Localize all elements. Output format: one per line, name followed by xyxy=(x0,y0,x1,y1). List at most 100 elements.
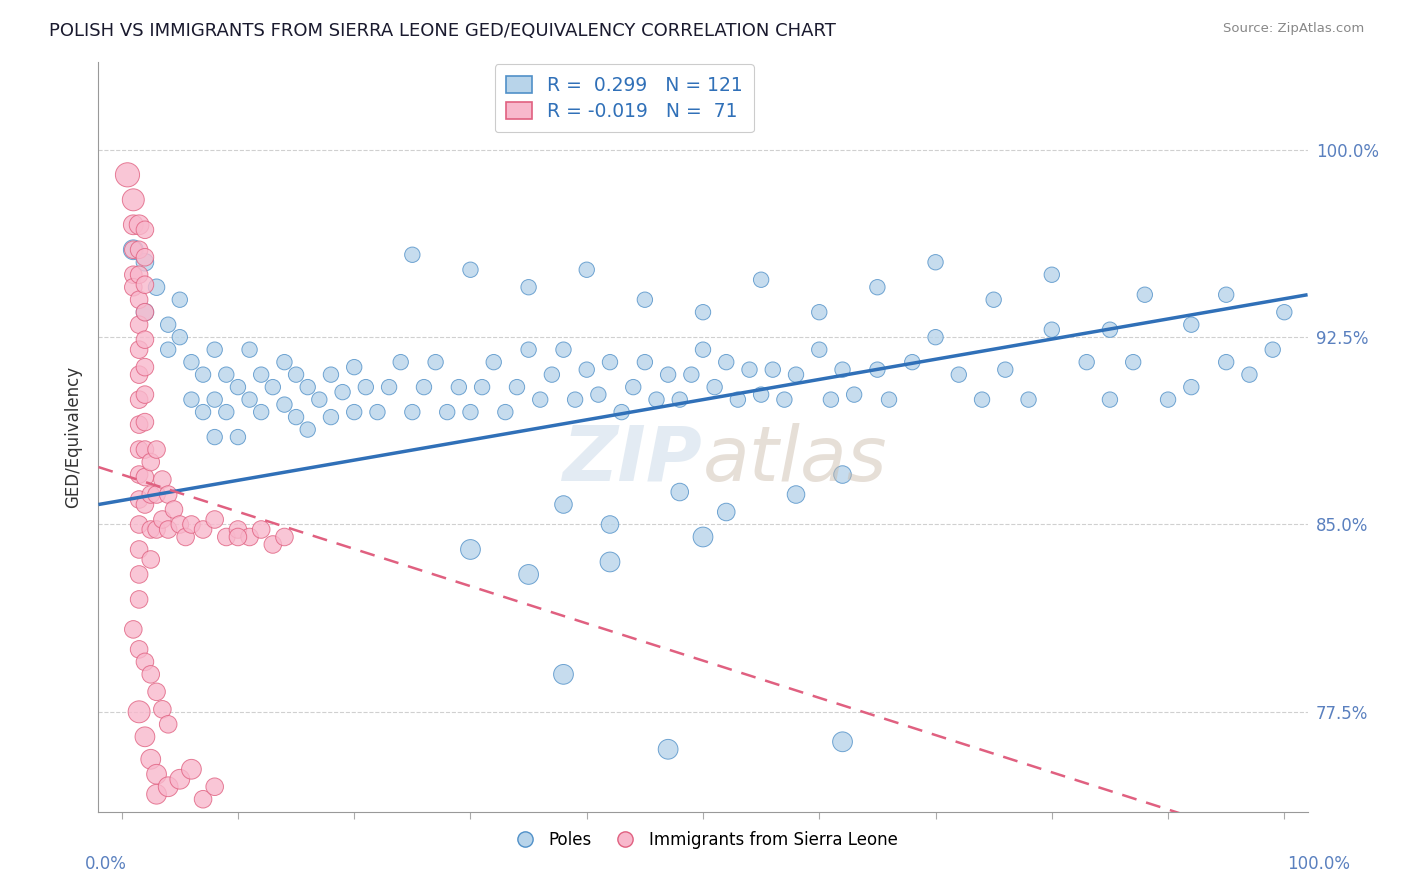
Point xyxy=(1261,343,1284,357)
Point xyxy=(134,470,156,484)
Point xyxy=(122,268,145,282)
Point xyxy=(1239,368,1261,382)
Point xyxy=(239,530,262,544)
Point xyxy=(831,362,853,376)
Point xyxy=(128,368,150,382)
Text: ZIP: ZIP xyxy=(564,423,703,497)
Point xyxy=(354,380,377,394)
Point xyxy=(808,343,831,357)
Point xyxy=(204,392,226,407)
Point xyxy=(117,168,139,182)
Point xyxy=(150,473,173,487)
Point xyxy=(128,218,150,232)
Point xyxy=(1040,268,1063,282)
Point xyxy=(204,512,226,526)
Point xyxy=(297,380,319,394)
Point xyxy=(808,305,831,319)
Point xyxy=(145,523,167,537)
Point xyxy=(599,555,621,569)
Text: Source: ZipAtlas.com: Source: ZipAtlas.com xyxy=(1223,22,1364,36)
Point xyxy=(389,355,412,369)
Point xyxy=(948,368,970,382)
Point xyxy=(226,523,249,537)
Point xyxy=(128,517,150,532)
Point xyxy=(139,552,162,566)
Point xyxy=(401,405,423,419)
Point xyxy=(139,523,162,537)
Point xyxy=(273,530,295,544)
Point xyxy=(1133,287,1156,301)
Point xyxy=(692,530,714,544)
Point xyxy=(169,517,191,532)
Point xyxy=(128,592,150,607)
Point xyxy=(994,362,1017,376)
Point xyxy=(1215,355,1237,369)
Point xyxy=(575,262,598,277)
Point xyxy=(145,685,167,699)
Point xyxy=(150,512,173,526)
Point xyxy=(436,405,458,419)
Point xyxy=(727,392,749,407)
Point xyxy=(494,405,516,419)
Point xyxy=(460,405,482,419)
Point xyxy=(134,415,156,429)
Point xyxy=(749,273,772,287)
Point xyxy=(621,380,644,394)
Point xyxy=(204,780,226,794)
Point xyxy=(226,530,249,544)
Point xyxy=(634,355,657,369)
Point xyxy=(169,330,191,344)
Point xyxy=(762,362,785,376)
Point xyxy=(250,405,273,419)
Point xyxy=(285,368,308,382)
Point xyxy=(128,467,150,482)
Point xyxy=(517,567,540,582)
Point xyxy=(681,368,703,382)
Point xyxy=(128,392,150,407)
Point xyxy=(692,305,714,319)
Point xyxy=(250,368,273,382)
Point xyxy=(122,623,145,637)
Point xyxy=(447,380,470,394)
Point xyxy=(180,355,202,369)
Point xyxy=(134,387,156,401)
Point xyxy=(215,405,238,419)
Point xyxy=(319,410,342,425)
Point xyxy=(122,280,145,294)
Point xyxy=(1122,355,1144,369)
Point xyxy=(332,385,354,400)
Point xyxy=(180,762,202,776)
Point xyxy=(1180,318,1202,332)
Point xyxy=(145,280,167,294)
Point xyxy=(1215,287,1237,301)
Point xyxy=(924,330,946,344)
Point xyxy=(134,255,156,269)
Text: POLISH VS IMMIGRANTS FROM SIERRA LEONE GED/EQUIVALENCY CORRELATION CHART: POLISH VS IMMIGRANTS FROM SIERRA LEONE G… xyxy=(49,22,837,40)
Point xyxy=(366,405,388,419)
Point xyxy=(831,735,853,749)
Point xyxy=(128,492,150,507)
Point xyxy=(703,380,725,394)
Point xyxy=(599,355,621,369)
Point xyxy=(128,243,150,257)
Point xyxy=(226,430,249,444)
Point xyxy=(128,343,150,357)
Point xyxy=(157,487,180,501)
Point xyxy=(134,655,156,669)
Point xyxy=(145,442,167,457)
Point xyxy=(204,430,226,444)
Point xyxy=(517,343,540,357)
Point xyxy=(553,667,575,681)
Y-axis label: GED/Equivalency: GED/Equivalency xyxy=(65,366,83,508)
Point xyxy=(134,730,156,744)
Point xyxy=(250,523,273,537)
Point xyxy=(831,467,853,482)
Point xyxy=(657,742,679,756)
Point xyxy=(150,702,173,716)
Point xyxy=(844,387,866,401)
Point xyxy=(157,523,180,537)
Point xyxy=(273,398,295,412)
Point xyxy=(738,362,761,376)
Text: 100.0%: 100.0% xyxy=(1288,855,1350,872)
Point xyxy=(157,717,180,731)
